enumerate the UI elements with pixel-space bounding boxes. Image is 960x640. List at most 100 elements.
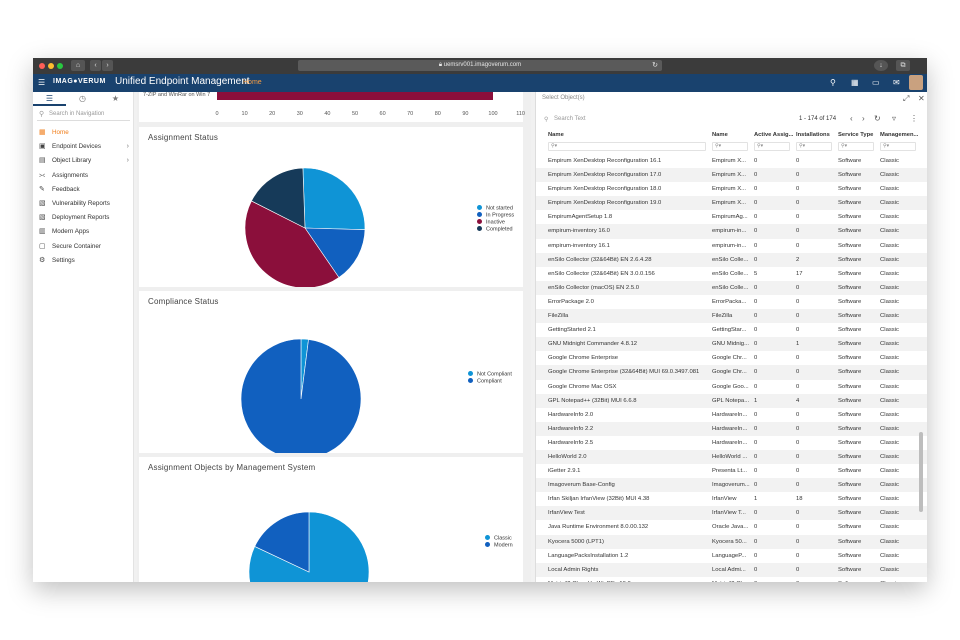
- table-row[interactable]: HardwareInfo 2.2 HardwareIn... 0 0 Software C…: [536, 421, 927, 436]
- table-row[interactable]: Empirum XenDesktop Reconfiguration 19.0 E…: [536, 196, 927, 211]
- legend-item[interactable]: In Progress: [477, 212, 514, 219]
- sidebar-item-assignments[interactable]: ⪥ Assignments: [33, 169, 133, 183]
- pie-slice-classic[interactable]: [248, 511, 370, 582]
- nav-search-input[interactable]: ⚲ Search in Navigation: [37, 108, 130, 121]
- tabs-icon[interactable]: ⧉: [896, 60, 910, 71]
- sidebar-item-home[interactable]: ▦ Home: [33, 126, 133, 140]
- pie-slice-not-started[interactable]: [302, 167, 366, 230]
- column-filter-input[interactable]: ⚲▾: [796, 142, 832, 151]
- search-icon[interactable]: ⚲: [830, 78, 836, 87]
- sidebar-item-feedback[interactable]: ✎ Feedback: [33, 183, 133, 197]
- tab-favorites[interactable]: ★: [111, 94, 120, 103]
- column-header[interactable]: Managemen...: [880, 132, 919, 138]
- table-row[interactable]: HardwareInfo 2.5 HardwareIn... 0 0 Software C…: [536, 436, 927, 450]
- table-row[interactable]: Kyocera 5000 (LPT1) Kyocera 50... 0 0 Softwa…: [536, 534, 927, 549]
- column-header[interactable]: Installations: [796, 132, 830, 138]
- minimize-window-icon[interactable]: [48, 63, 54, 69]
- column-filter-input[interactable]: ⚲▾: [838, 142, 874, 151]
- more-icon[interactable]: ⋮: [910, 114, 918, 123]
- pie-slice-modern[interactable]: [254, 511, 310, 573]
- refresh-icon[interactable]: ↻: [874, 114, 881, 123]
- table-row[interactable]: enSilo Collector (macOS) EN 2.5.0 enSilo …: [536, 280, 927, 295]
- tab-history[interactable]: ◷: [79, 94, 86, 103]
- sidebar-item-secure-container[interactable]: ▢ Secure Container: [33, 240, 133, 254]
- grid-icon[interactable]: ▦: [851, 78, 859, 87]
- download-icon[interactable]: ↓: [874, 60, 888, 71]
- legend-item[interactable]: Not Compliant: [468, 371, 512, 378]
- chevron-right-icon[interactable]: ›: [126, 143, 129, 151]
- table-row[interactable]: enSilo Collector (32&64Bit) EN 2.6.4.28 e…: [536, 252, 927, 267]
- table-row[interactable]: Empirum XenDesktop Reconfiguration 18.0 E…: [536, 182, 927, 196]
- chat-icon[interactable]: ✉: [893, 78, 900, 87]
- table-row[interactable]: HardwareInfo 2.0 HardwareIn... 0 0 Software C…: [536, 408, 927, 422]
- breadcrumb-home[interactable]: Home: [243, 79, 262, 86]
- column-filter-input[interactable]: ⚲▾: [548, 142, 706, 151]
- legend-item[interactable]: Inactive: [477, 219, 514, 226]
- column-header[interactable]: Active Assig...: [754, 132, 794, 138]
- chevron-right-icon[interactable]: ›: [126, 157, 129, 165]
- forward-icon[interactable]: ›: [102, 60, 113, 71]
- legend-item[interactable]: Completed: [477, 226, 514, 233]
- column-filter-input[interactable]: ⚲▾: [754, 142, 790, 151]
- legend-item[interactable]: Compliant: [468, 378, 512, 385]
- reload-icon[interactable]: ↻: [652, 62, 658, 69]
- legend-item[interactable]: Not started: [477, 205, 514, 212]
- legend-item[interactable]: Classic: [485, 535, 513, 542]
- maximize-window-icon[interactable]: [57, 63, 63, 69]
- table-row[interactable]: ErrorPackage 2.0 ErrorPacka... 0 0 Software C…: [536, 295, 927, 309]
- bar[interactable]: [217, 92, 493, 100]
- table-row[interactable]: enSilo Collector (32&64Bit) EN 3.0.0.156…: [536, 267, 927, 281]
- column-header[interactable]: Name: [712, 132, 728, 138]
- close-window-icon[interactable]: [39, 63, 45, 69]
- legend-item[interactable]: Modern: [485, 542, 513, 549]
- url-bar[interactable]: 🔒︎ uemsrv001.imagoverum.com ↻: [298, 60, 662, 71]
- column-header[interactable]: Service Type: [838, 132, 874, 138]
- expand-icon[interactable]: ⤢: [903, 94, 910, 103]
- sidebar-item-settings[interactable]: ⚙ Settings: [33, 254, 133, 268]
- sidebar-item-deployment-reports[interactable]: ▧ Deployment Reports: [33, 211, 133, 225]
- chevron-right-icon[interactable]: ›: [862, 114, 865, 123]
- column-filter-input[interactable]: ⚲▾: [880, 142, 916, 151]
- menu-icon[interactable]: ☰: [38, 78, 46, 87]
- back-icon[interactable]: ‹: [90, 60, 101, 71]
- table-row[interactable]: IrfanView Test IrfanView T... 0 0 Software Cl…: [536, 506, 927, 521]
- table-row[interactable]: HelloWorld 2.0 HelloWorld ... 0 0 Software Cl…: [536, 449, 927, 465]
- table-row[interactable]: EmpirumAgentSetup 1.8 EmpirumAg... 0 0 Softw…: [536, 210, 927, 224]
- table-row[interactable]: FileZilla FileZilla 0 0 Software Classic: [536, 309, 927, 324]
- table-row[interactable]: Google Chrome Enterprise (32&64Bit) MUI …: [536, 365, 927, 380]
- sidebar-item-object-library[interactable]: ▤ Object Library ›: [33, 154, 133, 168]
- table-row[interactable]: Imagoverum Base-Config Imagoverum... 0 0 Sof…: [536, 478, 927, 493]
- table-row[interactable]: empirum-inventory 16.0 empirum-in... 0 0 Sof…: [536, 224, 927, 239]
- sidebar-item-modern-apps[interactable]: ▥ Modern Apps: [33, 225, 133, 239]
- table-row[interactable]: LanguagePacksInstallation 1.2 LanguageP..…: [536, 549, 927, 563]
- column-header[interactable]: Name: [548, 132, 564, 138]
- table-scrollbar[interactable]: [919, 432, 923, 512]
- pie-slice-compliant[interactable]: [240, 338, 362, 453]
- table-row[interactable]: iGetter 2.9.1 Presenta Lt... 0 0 Software Cla…: [536, 464, 927, 478]
- filter-icon[interactable]: ▿: [892, 114, 897, 123]
- table-row[interactable]: GNU Midnight Commander 4.8.12 GNU Midnig.…: [536, 337, 927, 352]
- table-row[interactable]: Java Runtime Environment 8.0.00.132 Oracl…: [536, 520, 927, 534]
- table-row[interactable]: Google Chrome Enterprise Google Chr... 0 0 S…: [536, 351, 927, 365]
- table-row[interactable]: Google Chrome Mac OSX Google Goo... 0 0 Soft…: [536, 380, 927, 394]
- home-icon[interactable]: ⌂: [71, 60, 85, 71]
- close-icon[interactable]: ✕: [918, 94, 925, 103]
- pie-slice-inactive[interactable]: [244, 200, 340, 287]
- tab-navigation[interactable]: ☰: [33, 92, 66, 106]
- table-row[interactable]: GettingStarted 2.1 GettingStar... 0 0 Softwa…: [536, 323, 927, 337]
- chevron-left-icon[interactable]: ‹: [850, 114, 853, 123]
- table-row[interactable]: Matrix42 CleanUp WinPEs 19.0 Matrix42 Cl.…: [536, 577, 927, 582]
- table-row[interactable]: Empirum XenDesktop Reconfiguration 17.0 E…: [536, 168, 927, 183]
- pie-slice-in-progress[interactable]: [304, 227, 366, 278]
- search-input[interactable]: ⚲ Search Text: [544, 116, 704, 123]
- table-row[interactable]: empirum-inventory 16.1 empirum-in... 0 0 Sof…: [536, 239, 927, 253]
- table-row[interactable]: Local Admin Rights Local Admi... 0 0 Softwar…: [536, 562, 927, 577]
- avatar[interactable]: [909, 75, 923, 90]
- table-row[interactable]: GPL Notepad++ (32Bit) MUI 6.6.8 GPL Notep…: [536, 393, 927, 408]
- sidebar-item-vulnerability-reports[interactable]: ▧ Vulnerability Reports: [33, 197, 133, 211]
- monitor-icon[interactable]: ▭: [872, 78, 880, 87]
- table-row[interactable]: Empirum XenDesktop Reconfiguration 16.1 E…: [536, 154, 927, 168]
- column-filter-input[interactable]: ⚲▾: [712, 142, 748, 151]
- table-row[interactable]: Irfan Skiljan IrfanView (32Bit) MUI 4.38…: [536, 492, 927, 506]
- pie-slice-completed[interactable]: [251, 167, 306, 229]
